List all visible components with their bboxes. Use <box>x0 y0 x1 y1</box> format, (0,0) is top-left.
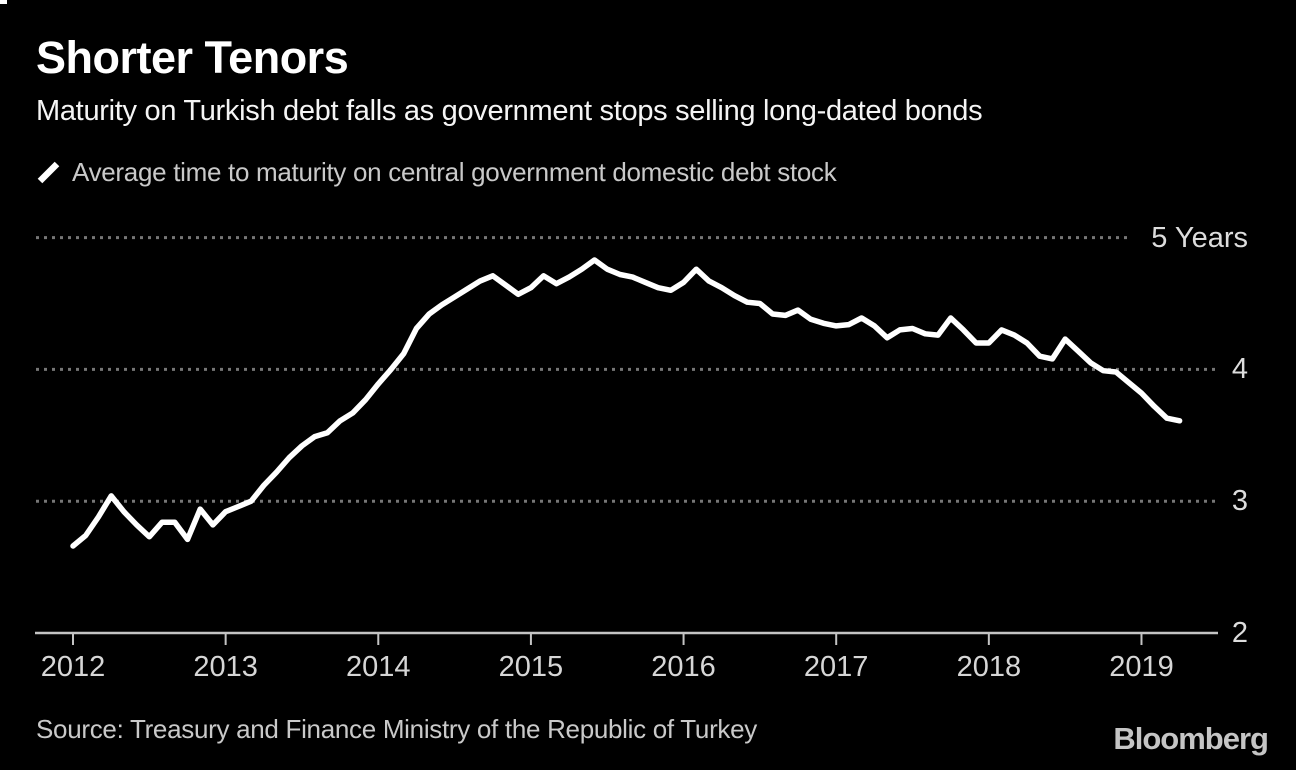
source-caption: Source: Treasury and Finance Ministry of… <box>36 714 757 744</box>
chart-subtitle: Maturity on Turkish debt falls as govern… <box>36 95 983 127</box>
x-tick-label: 2014 <box>346 651 411 683</box>
y-tick-label: 5 Years <box>1151 221 1248 254</box>
x-tick-label: 2017 <box>803 651 869 683</box>
chart-title: Shorter Tenors <box>36 32 349 83</box>
y-axis-labels: 5 Years 4 3 2 <box>1048 0 1248 770</box>
legend-label: Average time to maturity on central gove… <box>72 157 837 187</box>
x-tick-label: 2019 <box>1109 651 1174 683</box>
x-tick-label: 2013 <box>193 651 258 683</box>
data-line <box>70 257 1183 549</box>
bloomberg-logo: Bloomberg <box>1113 721 1269 756</box>
legend: Average time to maturity on central gove… <box>36 157 837 188</box>
y-tick-label: 2 <box>1231 617 1248 649</box>
x-tick-label: 2012 <box>40 651 106 683</box>
y-tick-label: 3 <box>1231 485 1248 518</box>
corner-artifact <box>0 0 7 4</box>
line-series-marker-icon <box>37 161 60 184</box>
x-tick-label: 2018 <box>956 651 1022 683</box>
x-tick-label: 2015 <box>498 651 564 683</box>
x-tick-label: 2016 <box>651 651 716 683</box>
y-tick-label: 4 <box>1231 353 1248 386</box>
